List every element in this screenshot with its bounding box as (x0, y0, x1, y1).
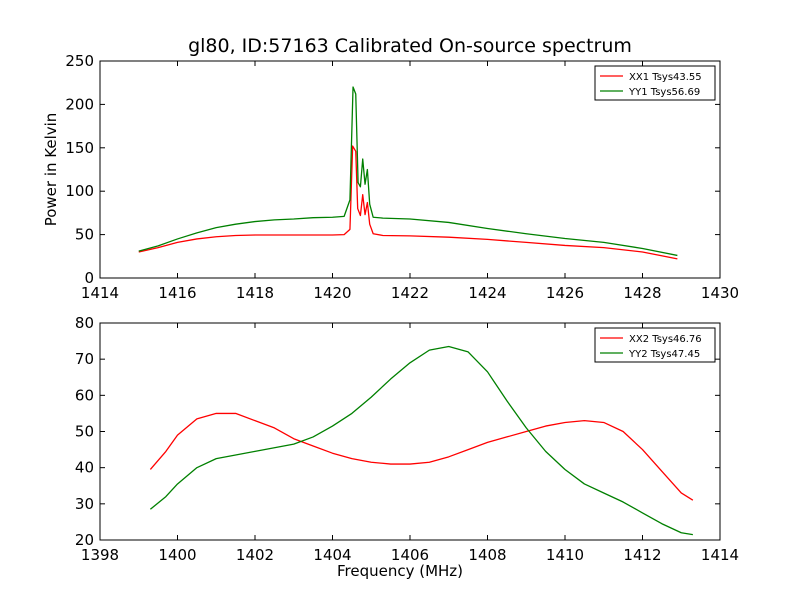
y-tick-label: 0 (84, 269, 94, 287)
x-tick-label: 1420 (313, 284, 351, 302)
series-line-1-2 (138, 86, 678, 257)
legend-label-1-1: XX1 Tsys43.55 (629, 72, 702, 83)
series-line-2-2 (149, 345, 693, 536)
figure-title: gl80, ID:57163 Calibrated On-source spec… (188, 35, 632, 57)
y-tick-label: 250 (65, 52, 94, 70)
y-tick-label: 60 (75, 386, 94, 404)
x-tick-label: 1398 (81, 546, 119, 564)
x-axis-label: Frequency (MHz) (337, 562, 463, 580)
legend-label-2-2: YY2 Tsys47.45 (628, 349, 700, 360)
y-tick-label: 50 (75, 423, 94, 441)
x-tick-label: 1400 (158, 546, 196, 564)
y-axis-label: Power in Kelvin (42, 113, 60, 227)
x-tick-label: 1410 (546, 546, 584, 564)
legend-box-2 (594, 327, 716, 363)
legend-label-1-2: YY1 Tsys56.69 (628, 87, 700, 98)
x-tick-label: 1402 (236, 546, 274, 564)
y-tick-label: 100 (65, 182, 94, 200)
x-tick-label: 1418 (236, 284, 274, 302)
x-tick-label: 1412 (623, 546, 661, 564)
y-tick-label: 30 (75, 495, 94, 513)
y-tick-label: 200 (65, 95, 94, 113)
y-tick-label: 70 (75, 350, 94, 368)
y-tick-label: 150 (65, 139, 94, 157)
series-line-1-1 (138, 145, 678, 260)
y-tick-label: 50 (75, 226, 94, 244)
x-tick-label: 1408 (468, 546, 506, 564)
x-tick-label: 1430 (701, 284, 739, 302)
x-tick-label: 1424 (468, 284, 506, 302)
x-tick-label: 1422 (391, 284, 429, 302)
series-line-2-1 (149, 412, 694, 501)
x-tick-label: 1414 (81, 284, 119, 302)
x-tick-label: 1406 (391, 546, 429, 564)
x-tick-label: 1404 (313, 546, 351, 564)
top-spectrum-panel: 1414 1416 1418 1420 1422 1424 1426 1428 1430 0 50 1… (42, 52, 739, 302)
legend-label-2-1: XX2 Tsys46.76 (629, 334, 702, 345)
x-tick-label: 1414 (701, 546, 739, 564)
bottom-spectrum-panel: 1398 1400 1402 1404 1406 1408 1410 1412 1414 20 30… (75, 314, 739, 580)
y-tick-label: 80 (75, 314, 94, 332)
legend-box-1 (594, 65, 716, 101)
y-tick-label: 40 (75, 459, 94, 477)
y-tick-label: 20 (75, 531, 94, 549)
x-tick-label: 1416 (158, 284, 196, 302)
x-tick-label: 1428 (623, 284, 661, 302)
x-tick-label: 1426 (546, 284, 584, 302)
